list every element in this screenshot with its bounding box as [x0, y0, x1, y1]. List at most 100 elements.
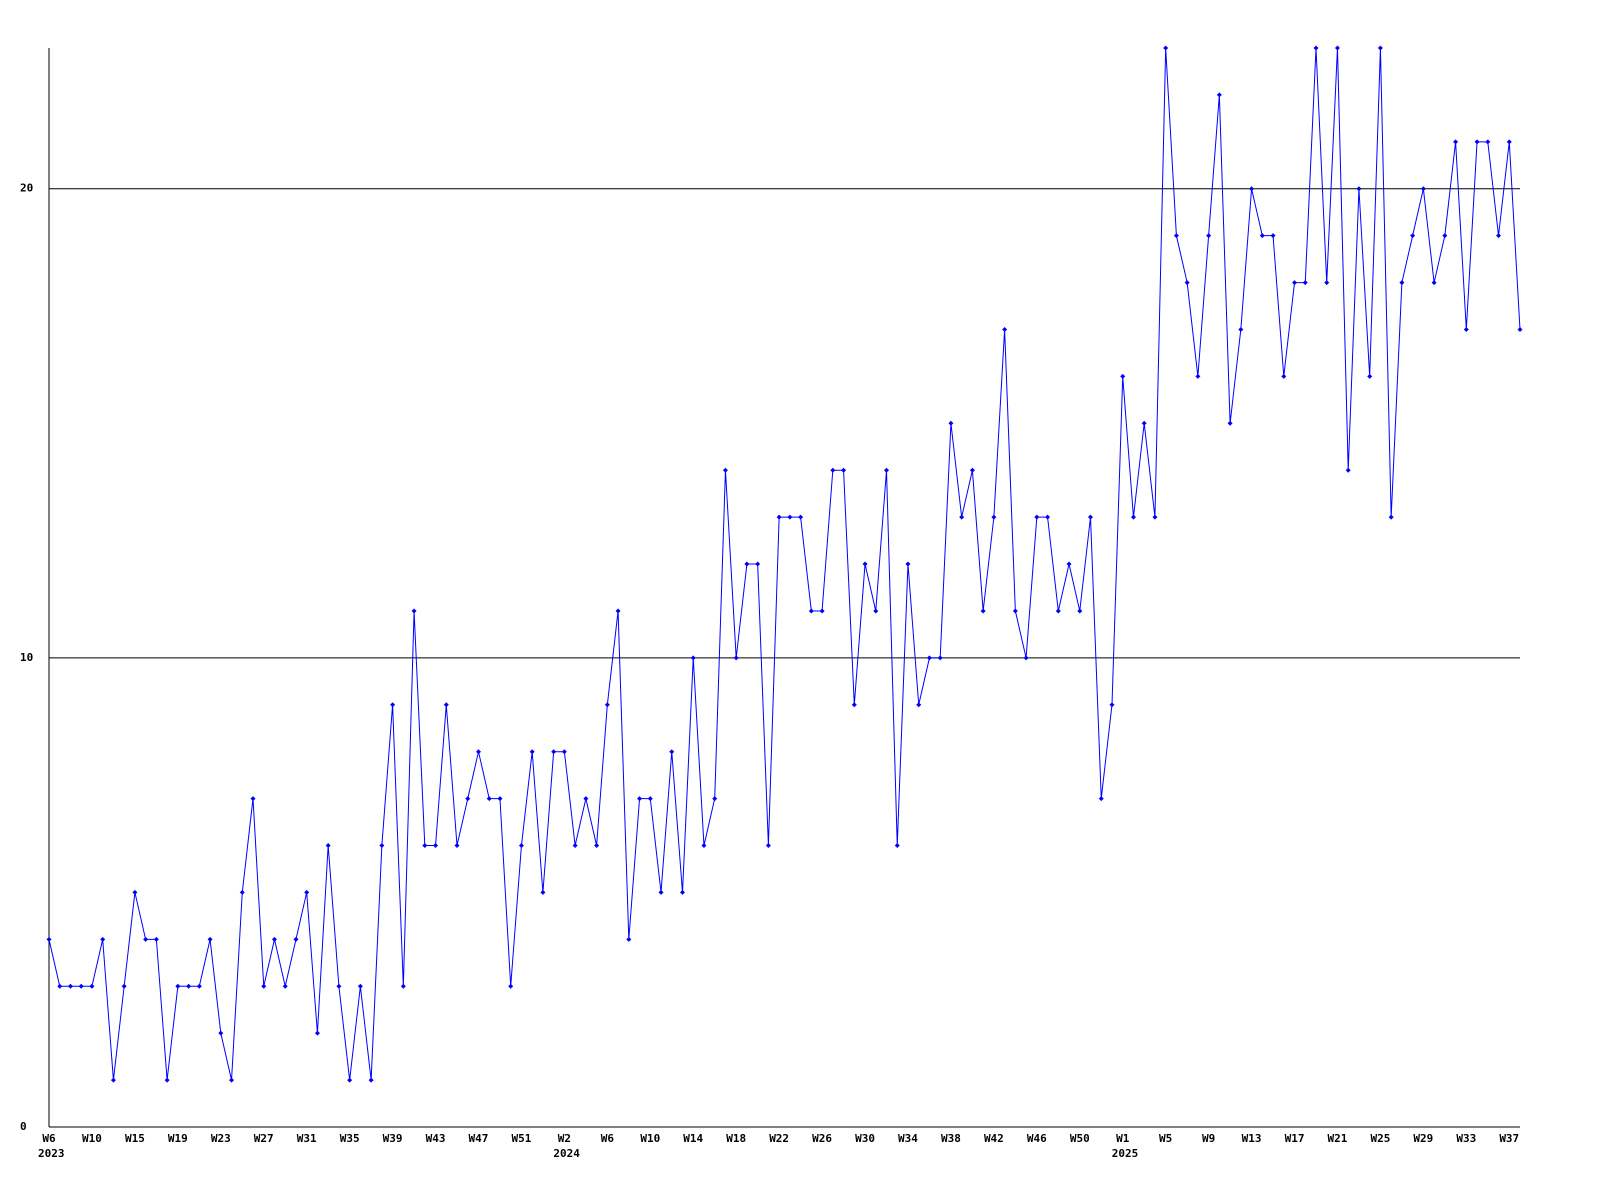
x-tick-label: W46 — [1027, 1132, 1047, 1145]
data-point — [1281, 373, 1287, 379]
data-point — [1485, 139, 1491, 145]
data-point — [1184, 280, 1190, 286]
data-point — [1324, 280, 1330, 286]
data-point — [1474, 139, 1480, 145]
data-point — [980, 608, 986, 614]
data-point — [508, 983, 514, 989]
data-point — [282, 983, 288, 989]
data-point — [411, 608, 417, 614]
x-tick-label: W1 — [1116, 1132, 1130, 1145]
x-tick-label: W6 — [42, 1132, 56, 1145]
data-point — [572, 843, 578, 849]
data-point — [1120, 373, 1126, 379]
data-point — [1141, 420, 1147, 426]
data-point — [1034, 514, 1040, 520]
data-point — [293, 936, 299, 942]
data-point — [926, 655, 932, 661]
data-point — [1496, 233, 1502, 239]
data-point — [1270, 233, 1276, 239]
data-point — [1130, 514, 1136, 520]
data-point — [229, 1077, 235, 1083]
data-point — [755, 561, 761, 567]
x-tick-label: W39 — [383, 1132, 403, 1145]
data-point — [744, 561, 750, 567]
data-point — [175, 983, 181, 989]
data-point — [529, 749, 535, 755]
x-tick-label: W18 — [726, 1132, 746, 1145]
data-point — [1173, 233, 1179, 239]
series-line — [48, 47, 1521, 1081]
data-point — [304, 889, 310, 895]
data-point — [1163, 45, 1169, 51]
data-point — [1259, 233, 1265, 239]
data-point — [776, 514, 782, 520]
data-point — [626, 936, 632, 942]
data-point — [808, 608, 814, 614]
data-point — [57, 983, 63, 989]
data-point — [905, 561, 911, 567]
data-point — [443, 702, 449, 708]
data-point — [250, 796, 256, 802]
x-tick-label: W5 — [1159, 1132, 1172, 1145]
data-point — [637, 796, 643, 802]
data-point — [132, 889, 138, 895]
data-point — [615, 608, 621, 614]
data-point — [1098, 796, 1104, 802]
data-point — [271, 936, 277, 942]
data-point — [701, 843, 707, 849]
data-point — [1313, 45, 1319, 51]
data-point — [561, 749, 567, 755]
x-tick-label: W30 — [855, 1132, 875, 1145]
data-point — [841, 467, 847, 473]
data-point — [46, 936, 52, 942]
x-tick-label: W10 — [82, 1132, 102, 1145]
x-tick-label: W26 — [812, 1132, 832, 1145]
data-point — [1399, 280, 1405, 286]
data-point — [1356, 186, 1362, 192]
data-point — [1238, 326, 1244, 332]
x-tick-label: W10 — [640, 1132, 660, 1145]
data-point — [937, 655, 943, 661]
x-tick-label: W9 — [1202, 1132, 1215, 1145]
y-tick-label: 0 — [20, 1120, 27, 1133]
data-point — [475, 749, 481, 755]
x-tick-label: W25 — [1370, 1132, 1390, 1145]
data-point — [1216, 92, 1222, 98]
data-point — [239, 889, 245, 895]
data-point — [1388, 514, 1394, 520]
data-point — [1367, 373, 1373, 379]
data-point — [765, 843, 771, 849]
data-point — [196, 983, 202, 989]
data-point — [1077, 608, 1083, 614]
data-point — [851, 702, 857, 708]
data-point — [1195, 373, 1201, 379]
x-tick-label: W38 — [941, 1132, 961, 1145]
data-point — [1453, 139, 1459, 145]
data-point — [1431, 280, 1437, 286]
x-tick-label: W21 — [1328, 1132, 1348, 1145]
data-point — [1506, 139, 1512, 145]
data-point — [658, 889, 664, 895]
data-point — [390, 702, 396, 708]
x-tick-label: W2 — [558, 1132, 571, 1145]
data-point — [712, 796, 718, 802]
data-point — [207, 936, 213, 942]
data-point — [819, 608, 825, 614]
data-point — [798, 514, 804, 520]
data-point — [884, 467, 890, 473]
x-tick-label: W17 — [1285, 1132, 1305, 1145]
data-point — [465, 796, 471, 802]
data-point — [433, 843, 439, 849]
data-point — [604, 702, 610, 708]
data-point — [916, 702, 922, 708]
data-point — [1377, 45, 1383, 51]
data-point — [679, 889, 685, 895]
data-point — [186, 983, 192, 989]
data-point — [1023, 655, 1029, 661]
data-point — [787, 514, 793, 520]
data-point — [1109, 702, 1115, 708]
x-tick-label: W15 — [125, 1132, 145, 1145]
data-point — [153, 936, 159, 942]
data-point — [1302, 280, 1308, 286]
